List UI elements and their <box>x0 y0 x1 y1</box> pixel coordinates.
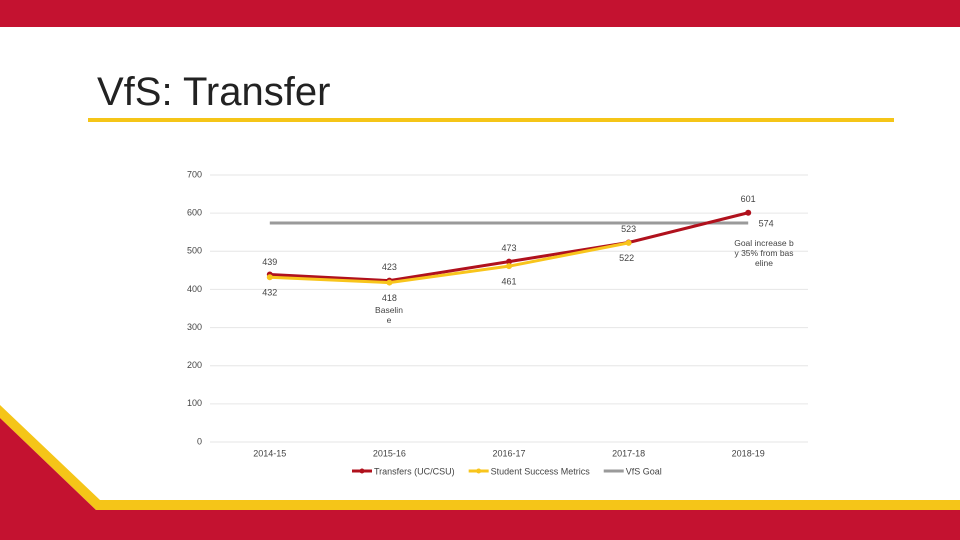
data-label: 523 <box>621 224 636 234</box>
x-tick-label: 2017-18 <box>612 448 645 458</box>
title-underline <box>88 118 894 122</box>
y-tick-label: 500 <box>187 246 202 256</box>
data-label: 423 <box>382 262 397 272</box>
bottom-band <box>0 418 960 540</box>
annotation: Goal increase by 35% from baseline <box>734 238 794 268</box>
data-point <box>506 258 512 265</box>
y-tick-label: 700 <box>187 169 202 179</box>
legend-marker <box>476 468 482 474</box>
y-tick-label: 300 <box>187 322 202 332</box>
data-label: 601 <box>741 194 756 204</box>
data-label: 574 <box>759 218 774 228</box>
data-point <box>386 279 393 286</box>
legend-label: VfS Goal <box>626 466 662 476</box>
legend-label: Student Success Metrics <box>491 466 591 476</box>
data-label: 432 <box>262 288 277 298</box>
x-tick-label: 2015-16 <box>373 448 406 458</box>
annotation: Baseline <box>375 305 403 325</box>
data-point <box>266 274 273 281</box>
y-tick-label: 200 <box>187 360 202 370</box>
data-label: 473 <box>501 243 516 253</box>
chart-title: VfS: Transfer <box>97 70 331 114</box>
data-label: 439 <box>262 257 277 267</box>
series-line <box>269 241 629 285</box>
data-point <box>625 239 632 246</box>
x-tick-label: 2018-19 <box>732 448 765 458</box>
data-point <box>745 209 752 216</box>
bottom-stripe <box>0 405 960 510</box>
top-band <box>0 0 960 27</box>
data-label: 461 <box>501 277 516 287</box>
legend-marker <box>359 468 365 474</box>
y-tick-label: 400 <box>187 284 202 294</box>
data-label: 522 <box>619 253 634 263</box>
legend-label: Transfers (UC/CSU) <box>374 466 455 476</box>
data-label: 418 <box>382 293 397 303</box>
x-tick-label: 2016-17 <box>492 448 525 458</box>
x-tick-label: 2014-15 <box>253 448 286 458</box>
y-tick-label: 600 <box>187 208 202 218</box>
y-tick-label: 100 <box>187 398 202 408</box>
data-point <box>506 263 512 270</box>
y-tick-label: 0 <box>197 436 202 446</box>
